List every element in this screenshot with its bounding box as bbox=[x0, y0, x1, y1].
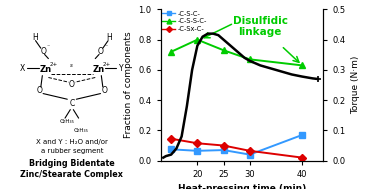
Y-axis label: Torque (N·m): Torque (N·m) bbox=[351, 56, 360, 114]
Legend: -C-S-C-, -C-S-S-C-, -C-Sx-C-: -C-S-C-, -C-S-S-C-, -C-Sx-C- bbox=[161, 10, 208, 33]
Text: H: H bbox=[32, 33, 38, 42]
Text: H: H bbox=[106, 33, 112, 42]
Text: ₁₇H₃₅: ₁₇H₃₅ bbox=[62, 119, 74, 124]
Y-axis label: Fraction of components: Fraction of components bbox=[124, 32, 133, 138]
Text: ₁₇H₃₅: ₁₇H₃₅ bbox=[75, 128, 88, 133]
Text: Zinc/Stearate Complex: Zinc/Stearate Complex bbox=[20, 170, 123, 179]
Text: Disulfidic
linkage: Disulfidic linkage bbox=[233, 16, 288, 37]
Text: X and Y : H₂O and/or: X and Y : H₂O and/or bbox=[36, 139, 108, 145]
Text: ⁻: ⁻ bbox=[104, 46, 107, 51]
Text: C: C bbox=[73, 128, 78, 133]
Text: ⁻: ⁻ bbox=[47, 46, 50, 51]
Text: C: C bbox=[69, 99, 74, 108]
Text: O: O bbox=[40, 46, 46, 56]
Text: X: X bbox=[20, 64, 25, 73]
X-axis label: Heat-pressing time (min): Heat-pressing time (min) bbox=[178, 184, 306, 189]
Text: s: s bbox=[70, 63, 73, 68]
Text: O: O bbox=[98, 46, 104, 56]
Text: O: O bbox=[36, 86, 42, 95]
Text: C: C bbox=[60, 119, 64, 124]
Text: Y: Y bbox=[119, 64, 123, 73]
Text: O: O bbox=[101, 86, 107, 95]
Text: a rubber segment: a rubber segment bbox=[40, 148, 103, 154]
Text: Zn: Zn bbox=[92, 65, 104, 74]
Text: Zn: Zn bbox=[39, 65, 51, 74]
Text: O: O bbox=[69, 80, 75, 89]
Text: 2+: 2+ bbox=[102, 62, 111, 67]
Text: Bridging Bidentate: Bridging Bidentate bbox=[29, 159, 115, 168]
Text: 2+: 2+ bbox=[50, 62, 58, 67]
